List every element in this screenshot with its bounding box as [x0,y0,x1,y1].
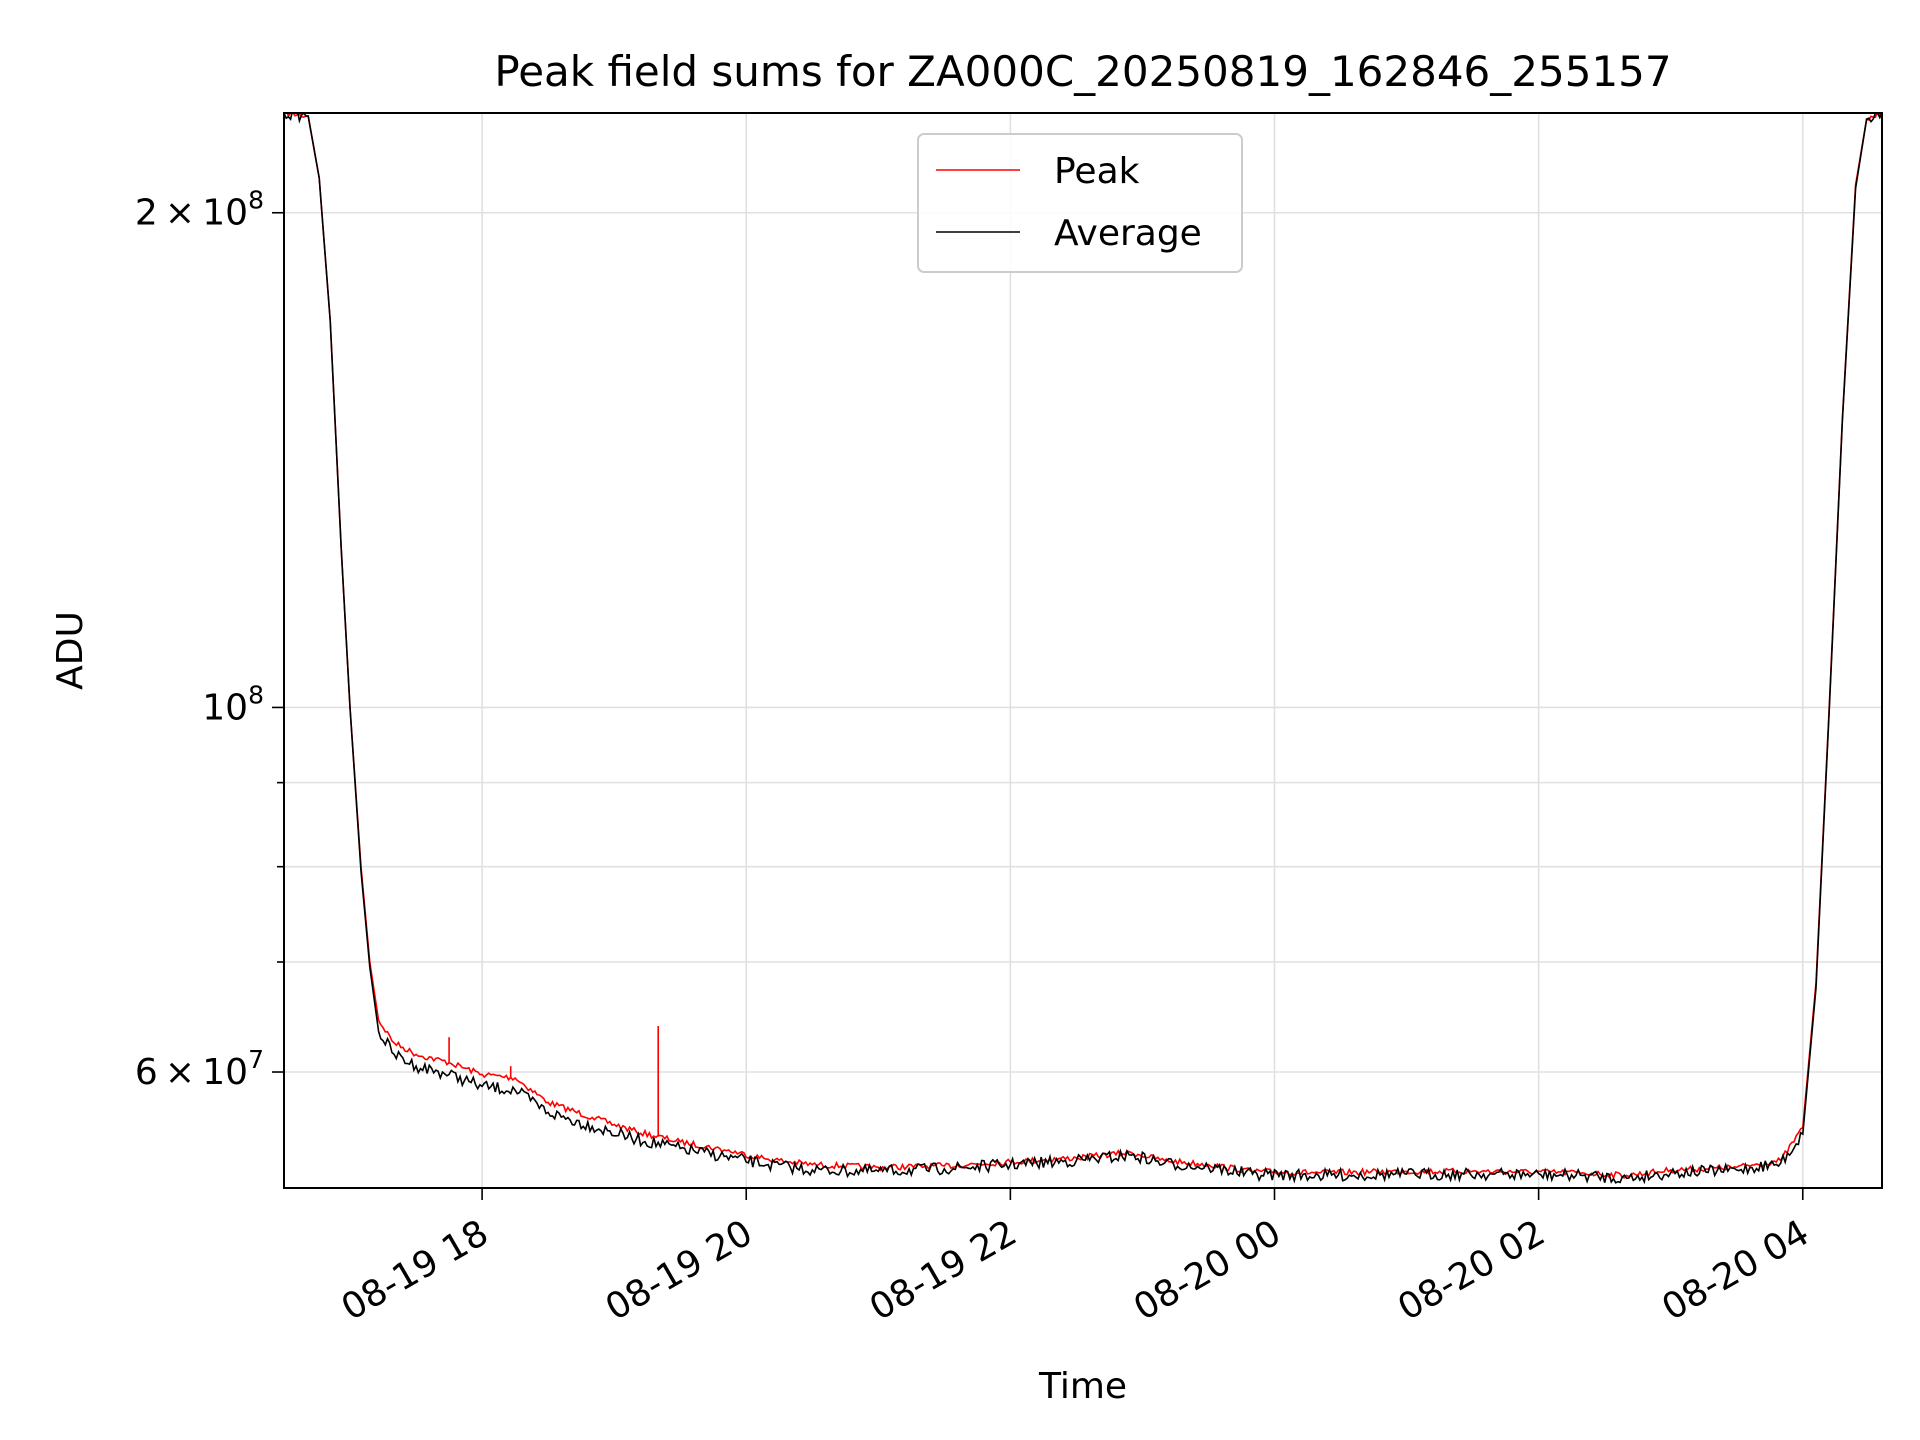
chart-title: Peak field sums for ZA000C_20250819_1628… [494,47,1671,96]
legend-label-peak: Peak [1054,151,1140,192]
legend-label-average: Average [1054,213,1202,254]
y-tick-label: 108 [202,680,264,728]
plot-frame [283,112,1883,1189]
legend: Peak Average [917,133,1243,273]
y-tick-label: 6 × 107 [135,1045,264,1093]
y-tick-label: 2 × 108 [135,186,264,234]
gridlines [284,113,1882,1188]
series-line-average [284,113,1882,1185]
y-axis-ticks: 6 × 107 108 2 × 108 [135,186,284,1093]
y-axis-label: ADU [50,611,91,690]
series-line-peak [284,113,1882,1180]
legend-box [917,133,1243,273]
x-axis-label: Time [1038,1366,1127,1407]
series-layer [284,113,1882,1185]
